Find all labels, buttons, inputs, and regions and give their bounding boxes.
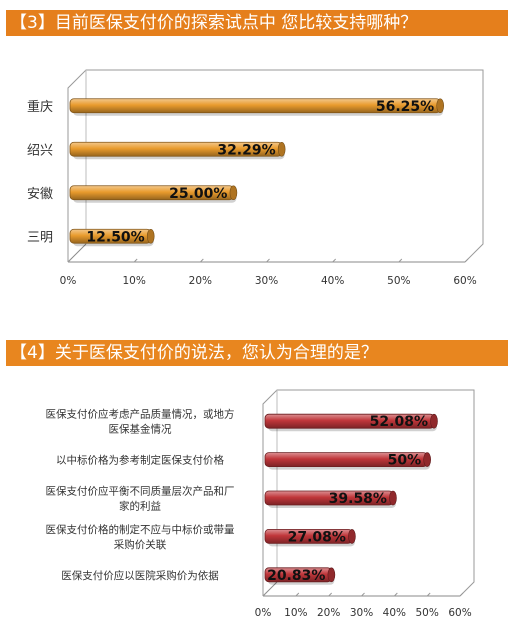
data-label: 25.00% (169, 186, 227, 202)
chart-panel-3: 【3】目前医保支付价的探索试点中 您比较支持哪种？ 0% 10% 20% 30% 40%… (0, 0, 514, 310)
x-tick-label: 60% (453, 275, 476, 287)
category-label: 重庆 (27, 99, 53, 115)
category-label: 医保支付价应考虑产品质量情况，或地方 (46, 408, 235, 421)
bar-end-cap (423, 452, 431, 467)
bar-end-cap (146, 228, 155, 244)
category-label: 医保支付价应平衡不同质量层次产品和厂 (46, 485, 235, 498)
bar-end-cap (229, 185, 238, 201)
x-tick-label: 10% (284, 607, 307, 619)
category-label: 家的利益 (119, 500, 161, 513)
x-tick-mark (262, 592, 267, 597)
x-tick-mark (295, 592, 300, 597)
x-tick-label: 40% (383, 607, 406, 619)
bar-end-cap (389, 490, 397, 506)
chart-title: 【3】目前医保支付价的探索试点中 您比较支持哪种？ (6, 10, 508, 36)
x-tick-label: 20% (317, 607, 340, 619)
plot-frame (67, 69, 484, 263)
data-label: 39.58% (329, 491, 387, 507)
x-tick-label: 40% (321, 275, 344, 287)
x-tick-mark (398, 258, 403, 263)
x-tick-mark (266, 258, 270, 263)
bar-chart: 0% 10% 20% 30% 40% 50% 60% 52.08% 医保支付价应考虑产品质量情况… (46, 389, 475, 619)
bar-end-cap (436, 98, 444, 114)
data-label: 27.08% (288, 529, 346, 545)
data-label: 56.25% (376, 99, 434, 115)
category-label: 安徽 (27, 187, 53, 202)
bar-end-cap (327, 567, 336, 583)
bar-end-cap (348, 529, 356, 544)
x-tick-label: 50% (415, 607, 438, 619)
category-label: 以中标价格为参考制定医保支付价格 (56, 454, 224, 467)
x-tick-label: 60% (448, 607, 471, 619)
category-label: 三明 (27, 230, 53, 245)
data-label: 20.83% (267, 568, 325, 584)
x-tick-mark (393, 592, 398, 597)
x-tick-mark (332, 258, 337, 263)
bar-end-cap (277, 141, 286, 157)
category-label: 采购价关联 (114, 538, 167, 551)
bar-end-cap (430, 413, 438, 429)
x-tick-mark (199, 258, 204, 263)
x-tick-mark (464, 258, 469, 263)
chart-panel-4: 【4】关于医保支付价的说法，您认为合理的是？ 0% 10% 20% 30% 40% 50%… (0, 330, 514, 634)
x-tick-mark (361, 592, 365, 597)
x-tick-label: 0% (255, 607, 272, 619)
plot-frame (262, 389, 475, 597)
x-tick-label: 50% (387, 275, 410, 287)
x-tick-mark (67, 258, 72, 263)
x-tick-mark (133, 258, 138, 263)
category-label: 医保基金情况 (109, 423, 172, 436)
x-tick-label: 20% (189, 275, 212, 287)
x-tick-label: 30% (255, 275, 278, 287)
category-label: 医保支付价格的制定不应与中标价或带量 (46, 523, 235, 536)
x-tick-label: 30% (350, 607, 373, 619)
category-label: 医保支付价应以医院采购价为依据 (61, 569, 219, 582)
x-tick-label: 10% (122, 275, 145, 287)
x-tick-mark (426, 592, 431, 597)
x-tick-mark (459, 592, 464, 597)
x-tick-label: 0% (60, 275, 77, 287)
data-label: 50% (388, 453, 422, 469)
chart-title: 【4】关于医保支付价的说法，您认为合理的是？ (6, 340, 508, 366)
x-tick-mark (328, 592, 333, 597)
data-label: 12.50% (86, 229, 144, 245)
data-label: 52.08% (370, 414, 428, 430)
data-label: 32.29% (217, 142, 275, 158)
category-label: 绍兴 (27, 143, 53, 158)
bar-chart: 0% 10% 20% 30% 40% 50% 60% 56.25% 重庆 32.29% 绍兴 25.0… (27, 69, 484, 287)
